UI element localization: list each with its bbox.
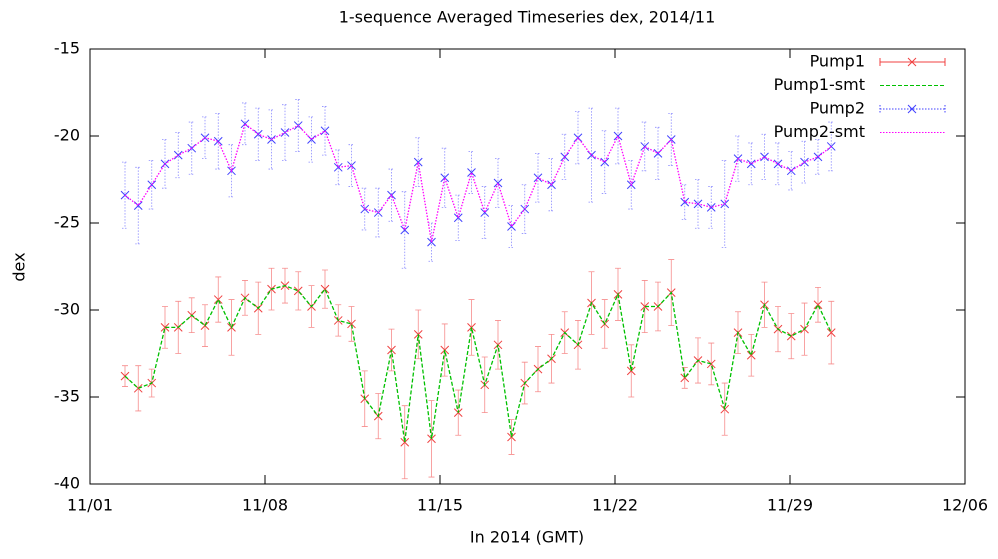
legend-label: Pump1 [810, 52, 865, 71]
error-bar [268, 109, 275, 170]
data-point [826, 328, 836, 337]
error-bar [255, 107, 262, 161]
x-tick-label: 11/15 [417, 496, 463, 515]
error-bar [188, 121, 195, 175]
error-bar [561, 133, 568, 180]
error-bar [708, 186, 715, 229]
error-bar [761, 133, 768, 180]
y-tick-label: -15 [54, 39, 80, 58]
y-tick-label: -35 [54, 387, 80, 406]
x-tick-label: 11/01 [67, 496, 113, 515]
data-point [746, 350, 756, 360]
error-bar [468, 151, 475, 194]
smooth-line [124, 122, 832, 243]
error-bar [135, 166, 142, 245]
error-bar [242, 102, 248, 146]
legend-marker [907, 57, 917, 67]
error-bar [548, 158, 555, 212]
x-tick-label: 11/22 [592, 496, 638, 515]
legend-line [879, 105, 946, 113]
y-axis-label: dex [10, 252, 29, 281]
error-bar [401, 191, 408, 269]
data-point [400, 225, 410, 235]
y-tick-label: -25 [54, 213, 80, 232]
data-point [746, 159, 756, 169]
error-bar [681, 184, 688, 220]
error-bar [335, 149, 342, 186]
data-point [467, 168, 476, 177]
x-axis-label: In 2014 (GMT) [470, 528, 584, 547]
data-point [640, 142, 650, 151]
legend-label: Pump1-smt [774, 75, 865, 94]
data-point [320, 126, 330, 136]
error-bar [748, 142, 755, 186]
data-point [613, 131, 623, 141]
data-point [706, 202, 716, 212]
error-bar [228, 144, 235, 198]
plot-border [89, 48, 966, 485]
data-point [147, 180, 157, 190]
data-point [626, 366, 636, 376]
data-point [786, 166, 796, 176]
data-point [680, 197, 690, 207]
legend-label: Pump2-smt [774, 122, 865, 141]
data-point [160, 323, 170, 332]
error-bar [775, 142, 781, 186]
error-bar [815, 139, 821, 175]
error-bar [455, 194, 462, 241]
legend-marker [907, 104, 917, 114]
error-bar [441, 147, 448, 208]
data-point [600, 157, 610, 167]
error-bar [481, 186, 488, 240]
error-bar [388, 168, 395, 222]
data-point [480, 208, 490, 217]
data-point [440, 173, 450, 183]
data-point [213, 136, 223, 146]
data-point [333, 162, 343, 172]
error-bar [668, 112, 675, 166]
data-point [587, 150, 596, 160]
error-bar [175, 132, 182, 179]
data-point [760, 152, 769, 162]
error-bar [588, 107, 595, 203]
y-tick-label: -30 [54, 300, 80, 319]
data-point [813, 300, 823, 310]
error-bar [801, 140, 808, 184]
error-bar [308, 116, 315, 163]
data-point [773, 159, 783, 169]
smooth-line [124, 284, 832, 443]
data-point [507, 222, 516, 231]
x-tick-label: 12/06 [942, 496, 988, 515]
data-point [640, 302, 650, 311]
error-bar [202, 116, 208, 160]
y-tick-label: -20 [54, 126, 80, 145]
error-bar [361, 187, 368, 231]
data-point [427, 237, 436, 247]
chart-title: 1-sequence Averaged Timeseries dex, 2014… [339, 8, 716, 27]
error-bar [295, 99, 302, 153]
data-point [493, 178, 503, 188]
data-point [347, 319, 356, 329]
error-bar [575, 111, 581, 165]
x-tick-label: 11/08 [242, 496, 288, 515]
data-point [187, 143, 197, 153]
data-point [453, 213, 463, 223]
data-point [213, 295, 223, 304]
data-point [413, 157, 423, 167]
y-tick-label: -40 [54, 474, 80, 493]
data-point [360, 204, 370, 214]
data-point [786, 331, 796, 341]
data-point [560, 152, 570, 162]
legend-label: Pump2 [810, 99, 865, 118]
data-point [400, 437, 410, 447]
error-bar [508, 205, 515, 248]
x-tick-label: 11/29 [767, 496, 813, 515]
error-bar [655, 126, 661, 180]
error-bar [735, 135, 741, 182]
error-bar [348, 144, 355, 187]
data-point [706, 359, 716, 369]
